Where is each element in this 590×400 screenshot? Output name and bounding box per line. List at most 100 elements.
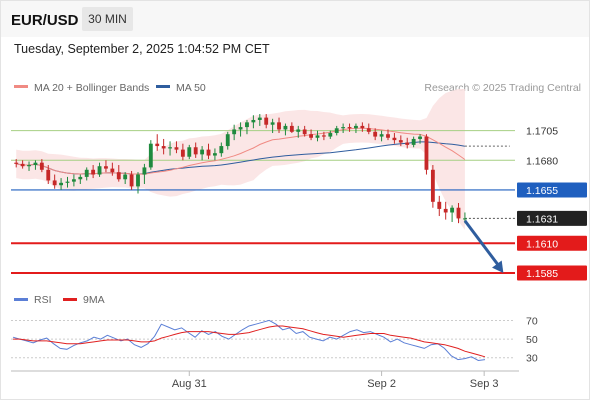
candle-body bbox=[232, 129, 237, 135]
credit-text: Research © 2025 Trading Central bbox=[424, 82, 581, 94]
candle-body bbox=[225, 134, 230, 147]
moving-averages bbox=[16, 127, 510, 175]
candle-body bbox=[366, 128, 371, 132]
candle-body bbox=[405, 142, 410, 145]
candle-body bbox=[14, 162, 19, 164]
candle-body bbox=[142, 167, 147, 175]
candle-body bbox=[245, 122, 249, 128]
level-label-1.1585: 1.1585 bbox=[526, 268, 558, 280]
candle-body bbox=[283, 125, 288, 130]
ma20-legend-label: MA 20 + Bollinger Bands bbox=[34, 82, 149, 94]
candle-body bbox=[180, 149, 185, 157]
rsi-panel: 70 50 30 bbox=[11, 315, 538, 365]
rsi-tick-label: 70 bbox=[526, 315, 538, 327]
candle-body bbox=[321, 135, 326, 137]
candle-body bbox=[193, 147, 198, 155]
candle-body bbox=[257, 117, 262, 120]
candle-body bbox=[174, 147, 179, 150]
candle-body bbox=[187, 147, 192, 157]
candle-body bbox=[443, 208, 448, 213]
rsi-line bbox=[12, 319, 486, 362]
bollinger-band bbox=[16, 88, 465, 230]
rsi-legend-label: RSI bbox=[34, 294, 52, 306]
candle-body bbox=[206, 149, 211, 156]
level-label-1.1655: 1.1655 bbox=[526, 185, 558, 197]
candle-body bbox=[219, 146, 224, 154]
level-label-1.1610: 1.1610 bbox=[526, 238, 558, 250]
candle-body bbox=[373, 131, 378, 137]
bollinger-band-fill bbox=[16, 88, 465, 230]
candle-body bbox=[136, 174, 140, 187]
candle-body bbox=[456, 207, 461, 219]
rsi-legend-swatch bbox=[14, 298, 28, 301]
candle-body bbox=[398, 140, 403, 143]
candle-body bbox=[360, 125, 365, 129]
candle-body bbox=[59, 182, 63, 186]
rsi-tick-label: 50 bbox=[526, 334, 538, 346]
level-box-1.1585 bbox=[517, 265, 587, 281]
level-labels: 1.1705 1.1680 1.1655 1.1631 1.1610 1.1585 bbox=[517, 126, 587, 281]
level-label-1.1631: 1.1631 bbox=[526, 213, 558, 225]
candle-body bbox=[84, 169, 89, 177]
candle-body bbox=[437, 201, 442, 209]
candle-body bbox=[52, 180, 57, 186]
candle-body bbox=[328, 133, 333, 137]
header-bar: EUR/USD 30 MIN bbox=[1, 1, 589, 37]
candle-body bbox=[379, 134, 384, 137]
candle-body bbox=[354, 125, 358, 129]
candle-body bbox=[78, 176, 83, 180]
timeframe-badge[interactable]: 30 MIN bbox=[82, 7, 133, 31]
timestamp: Tuesday, September 2, 2025 1:04:52 PM CE… bbox=[14, 42, 270, 56]
candle-body bbox=[71, 179, 76, 182]
candle-body bbox=[347, 127, 352, 129]
forecast-arrow bbox=[463, 219, 504, 273]
candle-body bbox=[315, 135, 320, 138]
candle-body bbox=[65, 181, 70, 183]
candle-body bbox=[27, 165, 31, 167]
candle-body bbox=[20, 163, 25, 167]
level-label-1.1680: 1.1680 bbox=[526, 155, 558, 167]
candle-body bbox=[334, 128, 339, 134]
candle-body bbox=[277, 122, 281, 130]
ma50-legend-swatch bbox=[156, 85, 170, 88]
candle-body bbox=[251, 119, 256, 123]
candle-body bbox=[302, 129, 307, 135]
ma20-legend-swatch bbox=[14, 85, 28, 88]
ma9-legend-label: 9MA bbox=[83, 294, 105, 306]
forecast-arrow-head bbox=[492, 260, 504, 273]
candle-body bbox=[104, 166, 108, 169]
candle-body bbox=[46, 169, 51, 181]
candle-body bbox=[238, 127, 243, 130]
candle-body bbox=[309, 134, 313, 138]
candle-body bbox=[161, 146, 166, 149]
candle-body bbox=[129, 174, 134, 187]
candle-body bbox=[91, 169, 96, 175]
x-tick-label: Aug 31 bbox=[172, 378, 207, 390]
rsi-tick-label: 30 bbox=[526, 353, 538, 365]
candle-body bbox=[148, 143, 153, 168]
level-box-1.1655 bbox=[517, 182, 587, 198]
candle-body bbox=[392, 137, 397, 141]
rsi-ma-line bbox=[13, 325, 486, 358]
candle-body bbox=[264, 117, 269, 125]
x-axis: Aug 31 Sep 2 Sep 3 bbox=[172, 371, 499, 390]
candle-body bbox=[341, 127, 346, 129]
candle-body bbox=[386, 134, 390, 138]
candle-body bbox=[213, 153, 217, 156]
candle-body bbox=[123, 174, 128, 180]
candle-body bbox=[463, 218, 467, 220]
candle-body bbox=[33, 162, 38, 166]
candle-body bbox=[418, 136, 422, 139]
candle-body bbox=[450, 207, 455, 213]
candle-body bbox=[116, 172, 121, 180]
candles bbox=[14, 114, 467, 224]
candle-body bbox=[39, 162, 44, 170]
level-box-1.1610 bbox=[517, 235, 587, 251]
level-box-1.1631 bbox=[517, 210, 587, 226]
candle-body bbox=[97, 166, 102, 175]
candle-body bbox=[168, 147, 172, 149]
candle-body bbox=[200, 149, 205, 155]
level-label-1.1705: 1.1705 bbox=[526, 126, 558, 138]
